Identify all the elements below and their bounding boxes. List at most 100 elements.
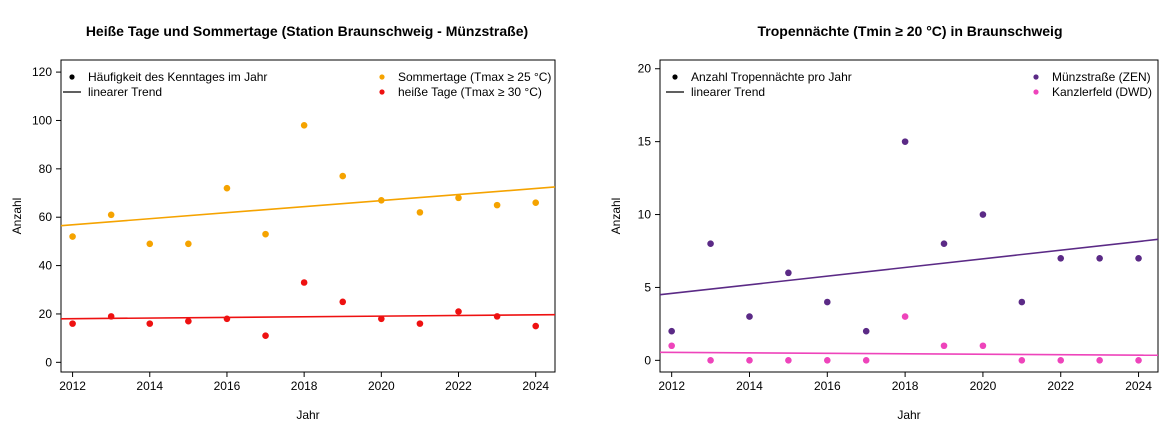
data-point (1057, 357, 1065, 364)
y-tick-label: 0 (45, 355, 52, 369)
data-point (823, 357, 831, 364)
x-axis-label: Jahr (897, 408, 920, 422)
legend-point-symbol (1033, 89, 1039, 95)
legend-entry: linearer Trend (88, 85, 162, 99)
y-tick-label: 5 (644, 280, 651, 294)
legend-entry: Sommertage (Tmax ≥ 25 °C) (398, 70, 551, 84)
x-tick-label: 2014 (736, 379, 763, 393)
data-point (339, 172, 347, 180)
data-point (746, 357, 753, 364)
data-point (416, 320, 424, 327)
legend-point-symbol (69, 74, 75, 80)
y-tick-label: 20 (39, 307, 53, 321)
data-point (668, 327, 675, 335)
data-point (146, 320, 154, 327)
legend-point-symbol (379, 89, 385, 95)
x-tick-label: 2014 (136, 379, 163, 393)
trend-line-0 (60, 186, 556, 227)
chart-tropennaechte: Tropennächte (Tmin ≥ 20 °C) in Braunschw… (609, 23, 1159, 422)
data-point (746, 313, 753, 320)
x-tick-label: 2018 (291, 379, 318, 393)
data-point (785, 357, 792, 364)
chart-title: Tropennächte (Tmin ≥ 20 °C) in Braunschw… (758, 23, 1063, 39)
trend-line-1 (60, 313, 556, 320)
data-point (185, 317, 192, 325)
data-point (300, 279, 308, 286)
x-tick-label: 2024 (522, 379, 549, 393)
data-point (1135, 357, 1142, 364)
data-point (493, 201, 501, 209)
legend-point-symbol (1033, 74, 1039, 80)
data-point (185, 240, 192, 248)
x-tick-label: 2016 (814, 379, 841, 393)
y-tick-label: 20 (638, 62, 652, 76)
data-point (1096, 357, 1103, 364)
data-point (668, 342, 675, 350)
data-point (107, 211, 115, 219)
legend-point-symbol (379, 74, 385, 80)
y-tick-label: 80 (39, 162, 53, 176)
y-tick-label: 15 (638, 135, 652, 149)
y-tick-label: 40 (39, 259, 53, 273)
y-tick-label: 10 (638, 208, 652, 222)
data-point (262, 332, 269, 340)
x-tick-label: 2012 (658, 379, 685, 393)
data-point (69, 320, 76, 327)
trend-line-0 (659, 238, 1159, 296)
data-point (823, 298, 831, 306)
legend-entry: Häufigkeit des Kenntages im Jahr (88, 70, 267, 84)
data-point (223, 315, 231, 323)
x-tick-label: 2020 (368, 379, 395, 393)
data-point (979, 211, 987, 218)
data-point (107, 313, 115, 320)
data-point (979, 342, 987, 350)
plot-frame (60, 59, 556, 373)
data-point (901, 138, 909, 145)
legend-entry: linearer Trend (691, 85, 765, 99)
data-point (378, 196, 385, 204)
data-point (69, 233, 76, 240)
legend-entry: heiße Tage (Tmax ≥ 30 °C) (398, 85, 542, 99)
data-point (707, 357, 714, 364)
data-point (300, 122, 308, 129)
data-point (940, 240, 948, 248)
legend-entry: Kanzlerfeld (DWD) (1052, 85, 1152, 99)
data-point (1018, 298, 1026, 306)
data-point (1135, 254, 1142, 262)
data-point (455, 308, 462, 315)
y-axis-label: Anzahl (10, 198, 24, 235)
y-tick-label: 100 (32, 113, 52, 127)
legend-entry: Anzahl Tropennächte pro Jahr (691, 70, 852, 84)
y-tick-label: 0 (644, 353, 651, 367)
data-point (901, 313, 909, 320)
data-point (416, 209, 424, 216)
data-point (146, 240, 154, 248)
x-tick-label: 2022 (445, 379, 472, 393)
plot-frame (659, 59, 1159, 373)
y-axis-label: Anzahl (609, 198, 623, 235)
data-point (339, 298, 347, 306)
data-point (493, 313, 501, 320)
chart-title: Heiße Tage und Sommertage (Station Braun… (86, 23, 528, 39)
data-point (1096, 254, 1103, 262)
x-tick-label: 2018 (892, 379, 919, 393)
data-point (862, 327, 870, 335)
y-tick-label: 60 (39, 210, 53, 224)
data-point (455, 194, 462, 202)
data-point (1057, 254, 1065, 262)
data-point (378, 315, 385, 323)
chart-heisse-tage: Heiße Tage und Sommertage (Station Braun… (10, 23, 556, 422)
x-tick-label: 2024 (1125, 379, 1152, 393)
y-tick-label: 120 (32, 65, 52, 79)
data-point (262, 230, 269, 238)
legend-point-symbol (672, 74, 678, 80)
x-tick-label: 2020 (970, 379, 997, 393)
x-tick-label: 2022 (1047, 379, 1074, 393)
x-tick-label: 2012 (59, 379, 86, 393)
x-tick-label: 2016 (214, 379, 241, 393)
data-point (223, 184, 231, 192)
data-point (940, 342, 948, 350)
data-point (532, 199, 540, 206)
x-axis-label: Jahr (296, 408, 319, 422)
